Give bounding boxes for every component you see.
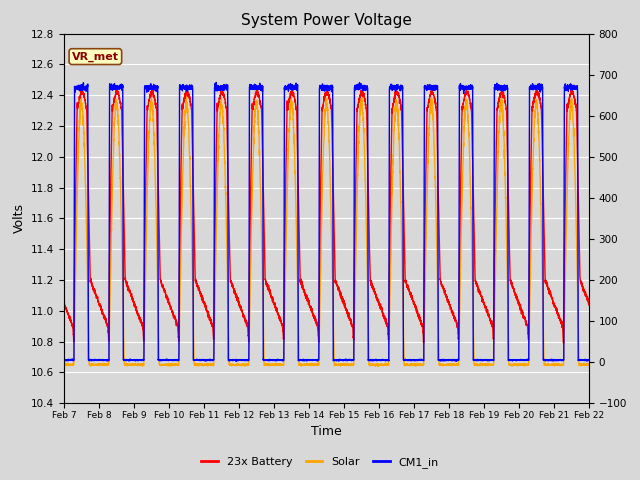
CM1_in — [444, 357, 452, 362]
23x Battery — [474, 282, 481, 288]
Line: CM1_in: CM1_in — [64, 83, 589, 361]
Solar — [60, 362, 68, 368]
Solar — [307, 363, 314, 369]
23x Battery — [560, 340, 568, 346]
23x Battery — [415, 312, 422, 318]
Solar — [584, 362, 592, 368]
CM1_in — [585, 358, 593, 363]
CM1_in — [60, 357, 68, 363]
23x Battery — [584, 300, 592, 305]
Solar — [585, 361, 593, 367]
CM1_in — [307, 357, 315, 363]
23x Battery — [585, 302, 593, 308]
23x Battery — [60, 300, 68, 305]
Legend: 23x Battery, Solar, CM1_in: 23x Battery, Solar, CM1_in — [196, 452, 444, 472]
Solar — [154, 316, 162, 322]
Solar — [444, 362, 452, 368]
CM1_in — [474, 357, 481, 363]
Solar — [474, 362, 481, 368]
CM1_in — [212, 80, 220, 85]
Title: System Power Voltage: System Power Voltage — [241, 13, 412, 28]
Solar — [182, 93, 190, 98]
Solar — [372, 363, 380, 369]
Line: Solar: Solar — [64, 96, 589, 366]
CM1_in — [154, 357, 162, 363]
X-axis label: Time: Time — [311, 425, 342, 438]
Y-axis label: Volts: Volts — [12, 204, 26, 233]
CM1_in — [584, 357, 592, 363]
23x Battery — [444, 299, 452, 305]
CM1_in — [415, 357, 423, 363]
Text: VR_met: VR_met — [72, 51, 119, 62]
Solar — [415, 361, 423, 367]
23x Battery — [155, 190, 163, 195]
Line: 23x Battery: 23x Battery — [64, 89, 589, 343]
CM1_in — [232, 358, 239, 364]
23x Battery — [113, 86, 121, 92]
23x Battery — [307, 307, 314, 312]
